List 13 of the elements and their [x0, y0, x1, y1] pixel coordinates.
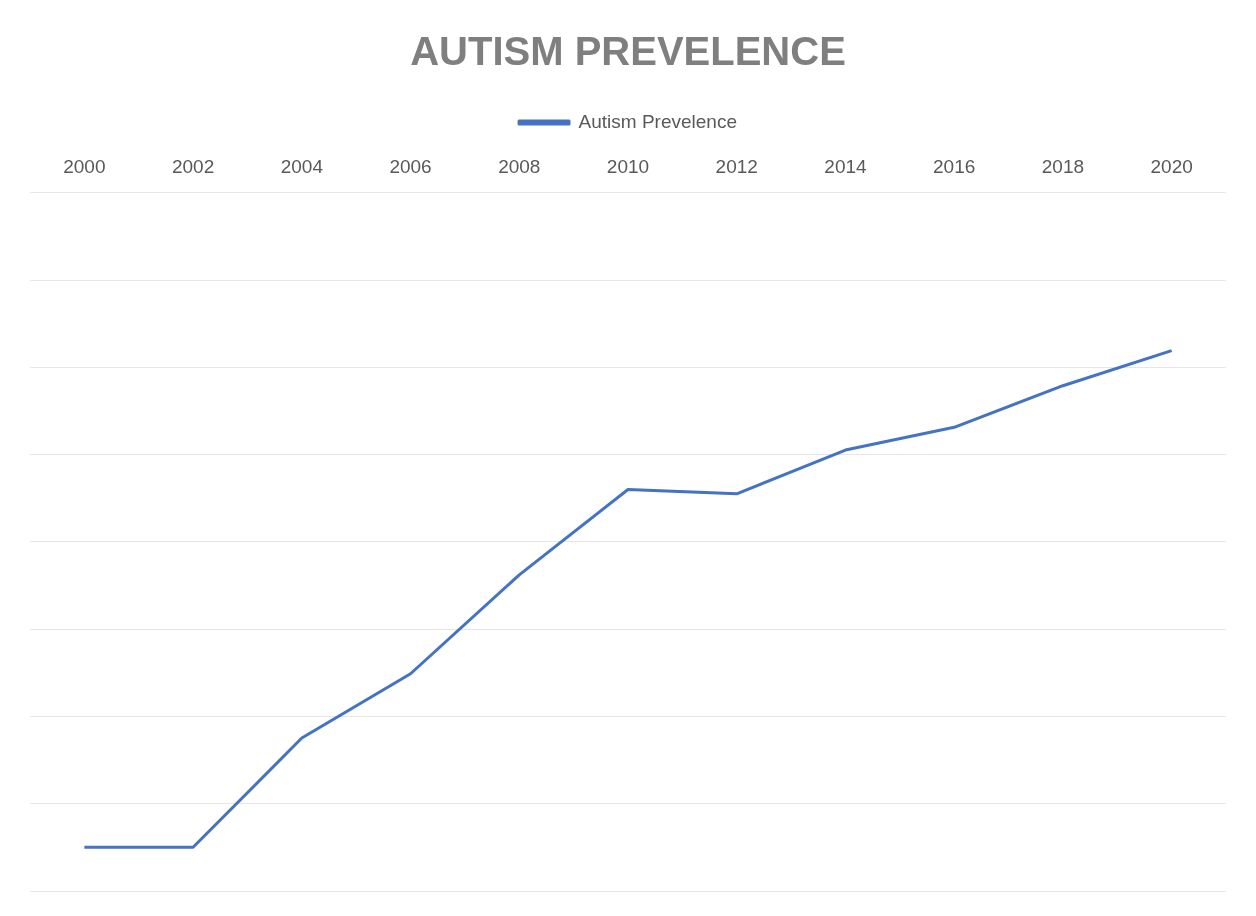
x-tick-label: 2012: [715, 155, 758, 177]
x-tick-label: 2018: [1041, 155, 1085, 177]
x-tick-label: 2014: [824, 155, 868, 177]
x-tick-label: 2016: [933, 155, 976, 177]
x-tick-label: 2010: [606, 155, 650, 177]
legend-label: Autism Prevelence: [578, 110, 737, 132]
x-tick-label: 2002: [171, 155, 215, 177]
x-tick-label: 2008: [498, 155, 541, 177]
chart-title: AUTISM PREVELENCE: [410, 29, 846, 74]
x-tick-label: 2020: [1150, 155, 1193, 177]
x-tick-label: 2006: [389, 155, 432, 177]
x-tick-label: 2000: [63, 155, 106, 177]
x-tick-label: 2004: [280, 155, 324, 177]
